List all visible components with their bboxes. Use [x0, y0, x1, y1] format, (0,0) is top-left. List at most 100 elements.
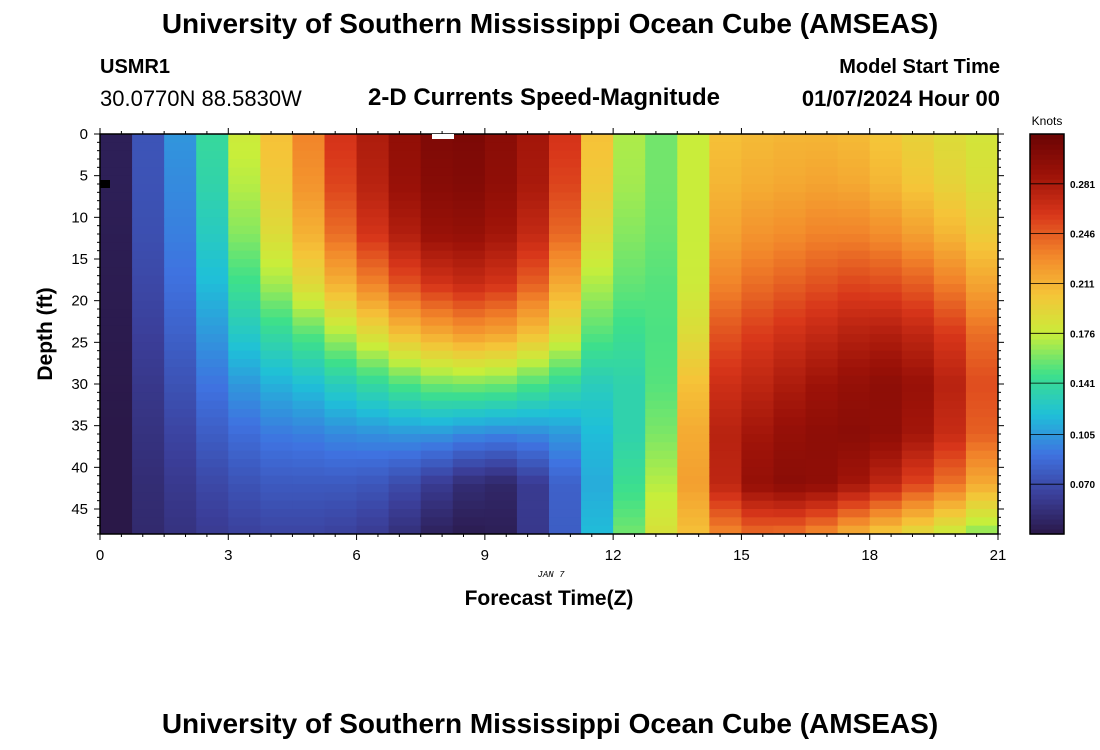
heatmap-cell	[933, 250, 967, 260]
heatmap-cell	[420, 350, 454, 360]
heatmap-cell	[581, 509, 614, 518]
heatmap-cell	[613, 275, 646, 285]
heatmap-cell	[324, 342, 358, 352]
heatmap-cell	[100, 350, 133, 360]
heatmap-cell	[549, 484, 582, 493]
heatmap-cell	[805, 492, 839, 502]
heatmap-cell	[196, 325, 229, 335]
heatmap-cell	[741, 250, 775, 260]
heatmap-cell	[613, 300, 646, 310]
heatmap-cell	[613, 200, 646, 210]
heatmap-cell	[869, 434, 903, 443]
colorbar-segment	[1030, 344, 1064, 350]
heatmap-cell	[388, 267, 422, 277]
heatmap-cell	[773, 325, 807, 335]
heatmap-cell	[420, 467, 454, 477]
heatmap-cell	[965, 209, 998, 218]
heatmap-cell	[709, 284, 743, 293]
heatmap-cell	[869, 367, 903, 377]
heatmap-cell	[677, 192, 710, 202]
heatmap-cell	[549, 167, 582, 177]
heatmap-cell	[933, 217, 967, 227]
heatmap-cell	[581, 450, 614, 460]
heatmap-cell	[452, 342, 486, 352]
heatmap-cell	[837, 234, 871, 243]
heatmap-cell	[869, 442, 903, 452]
heatmap-cell	[260, 517, 294, 527]
heatmap-cell	[132, 325, 165, 335]
heatmap-cell	[709, 225, 743, 235]
heatmap-cell	[869, 375, 903, 385]
heatmap-cell	[709, 259, 743, 268]
heatmap-cell	[292, 459, 326, 468]
colorbar-segment	[1030, 334, 1064, 340]
heatmap-cell	[869, 134, 903, 143]
heatmap-cell	[324, 225, 358, 235]
heatmap-cell	[773, 442, 807, 452]
heatmap-cell	[516, 284, 550, 293]
heatmap-cell	[869, 175, 903, 185]
heatmap-cell	[260, 409, 294, 418]
heatmap-cell	[132, 309, 165, 318]
heatmap-cell	[164, 450, 197, 460]
heatmap-cell	[901, 509, 935, 518]
heatmap-cell	[292, 259, 326, 268]
heatmap-cell	[420, 359, 454, 368]
heatmap-cell	[484, 442, 518, 452]
heatmap-cell	[132, 250, 165, 260]
heatmap-cell	[324, 384, 358, 393]
plot-title-repeat: University of Southern Mississippi Ocean…	[161, 708, 939, 739]
heatmap-cell	[484, 309, 518, 318]
heatmap-cell	[164, 275, 197, 285]
heatmap-cell	[709, 450, 743, 460]
heatmap-cell	[452, 517, 486, 527]
heatmap-cell	[228, 400, 261, 410]
heatmap-cell	[164, 475, 197, 485]
heatmap-cell	[132, 517, 165, 527]
heatmap-cell	[677, 484, 710, 493]
heatmap-cell	[933, 484, 967, 493]
heatmap-cell	[581, 400, 614, 410]
heatmap-cell	[164, 217, 197, 227]
heatmap-cell	[677, 142, 710, 152]
heatmap-cell	[549, 234, 582, 243]
heatmap-cell	[388, 134, 422, 143]
heatmap-cell	[484, 217, 518, 227]
heatmap-cell	[452, 142, 486, 152]
heatmap-cell	[773, 475, 807, 485]
heatmap-cell	[581, 384, 614, 393]
heatmap-cell	[228, 275, 261, 285]
heatmap-cell	[581, 284, 614, 293]
colorbar-segment	[1030, 409, 1064, 415]
heatmap-cell	[741, 292, 775, 302]
heatmap-cell	[356, 367, 390, 377]
heatmap-cell	[837, 450, 871, 460]
heatmap-cell	[324, 450, 358, 460]
heatmap-cell	[388, 425, 422, 435]
heatmap-cell	[709, 142, 743, 152]
heatmap-cell	[420, 367, 454, 377]
heatmap-cell	[292, 192, 326, 202]
heatmap-cell	[484, 284, 518, 293]
heatmap-cells	[100, 134, 998, 534]
colorbar-segment	[1030, 449, 1064, 455]
heatmap-cell	[965, 434, 998, 443]
heatmap-cell	[484, 342, 518, 352]
heatmap-cell	[484, 367, 518, 377]
heatmap-cell	[484, 425, 518, 435]
heatmap-cell	[709, 484, 743, 493]
heatmap-cell	[965, 509, 998, 518]
heatmap-cell	[420, 284, 454, 293]
heatmap-cell	[773, 409, 807, 418]
heatmap-cell	[484, 350, 518, 360]
heatmap-cell	[613, 459, 646, 468]
colorbar-segment	[1030, 529, 1064, 535]
heatmap-cell	[164, 242, 197, 252]
heatmap-cell	[837, 417, 871, 427]
colorbar-segment	[1030, 484, 1064, 490]
heatmap-cell	[260, 242, 294, 252]
heatmap-cell	[645, 167, 678, 177]
colorbar-segment	[1030, 429, 1064, 435]
heatmap-cell	[645, 284, 678, 293]
heatmap-cell	[741, 384, 775, 393]
